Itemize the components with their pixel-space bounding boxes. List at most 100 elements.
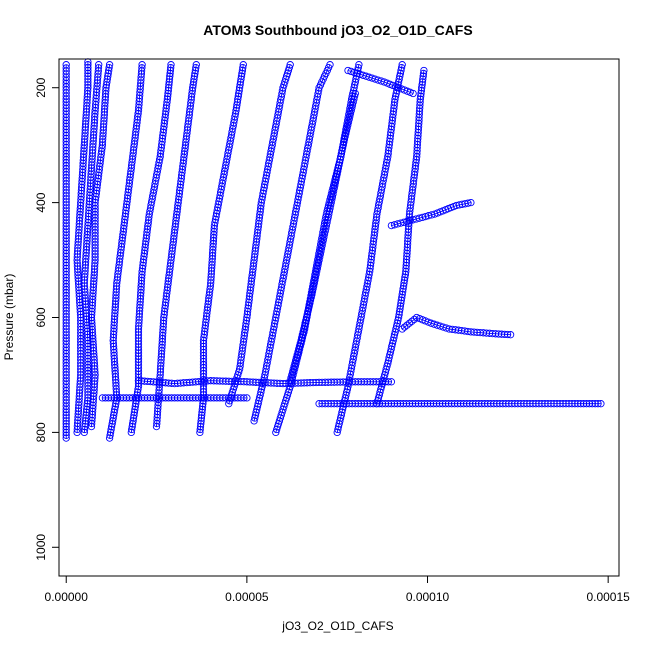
data-point [84,84,92,92]
data-point [196,422,205,431]
data-point [400,276,409,284]
data-point [336,414,345,422]
data-point [591,400,599,408]
data-point [165,75,174,83]
data-point [198,411,206,419]
data-point [192,63,200,72]
data-point [458,200,466,208]
data-point [320,230,329,238]
data-point [237,75,245,83]
data-point [393,319,401,327]
data-point [106,428,115,437]
data-point [579,400,588,408]
data-point [303,310,311,319]
data-point [401,273,409,281]
data-point [62,428,70,437]
data-point [198,405,206,414]
data-point [335,158,344,167]
data-point [111,405,119,414]
data-point [285,63,293,72]
data-point [506,331,515,339]
data-point [234,95,242,103]
y-axis: 200 400 600 800 1000 [34,77,60,561]
data-point [300,322,309,330]
data-point [321,227,329,235]
data-point [313,267,321,276]
data-point [390,333,398,342]
data-point [314,262,322,270]
data-point [164,89,172,98]
data-point [109,414,117,422]
data-point [104,69,112,78]
data-point [138,61,146,69]
data-point [192,61,200,69]
data-point [127,428,135,437]
data-point [235,84,244,92]
data-point [239,61,247,69]
data-point [317,247,325,256]
data-point [302,313,311,322]
data-point [84,75,92,83]
data-point [342,127,351,135]
data-point [418,84,426,92]
data-point [84,72,92,80]
data-point [419,72,427,80]
data-point [84,61,92,69]
data-point [391,95,399,103]
data-point [189,84,197,92]
data-point [191,69,199,78]
data-point [84,87,92,95]
data-point [286,61,294,69]
data-point [334,425,342,434]
data-point [236,78,245,86]
data-point [111,402,119,411]
data-point [109,417,117,425]
data-point [395,308,404,316]
data-point [319,239,327,247]
data-point [330,184,338,192]
data-point [326,61,334,69]
data-point [237,72,246,80]
data-point [166,66,175,75]
data-point [132,400,140,408]
data-point [62,411,70,419]
data-point [80,428,88,437]
data-point [588,400,596,408]
y-tick-label: 1000 [34,534,48,561]
data-point [163,95,172,103]
data-point [138,64,146,72]
data-point [464,199,472,207]
data-point [188,87,196,95]
data-point [585,400,594,408]
data-point [328,196,336,204]
data-point [84,69,92,78]
data-point [397,63,406,72]
data-point [399,287,407,296]
data-point [418,78,427,86]
data-point [251,414,259,422]
data-point [387,345,395,353]
data-point [102,87,110,95]
data-point [232,104,241,112]
data-point [238,69,246,78]
data-point [296,339,304,347]
data-point [84,81,92,89]
y-tick-label: 400 [34,192,48,212]
data-point [253,402,262,411]
data-point [235,86,243,95]
data-point [130,408,139,416]
data-point [403,321,411,329]
data-point [128,420,137,428]
data-point [164,86,172,95]
data-point [410,315,418,324]
data-point [418,81,426,89]
data-point [164,84,173,92]
data-point [255,397,263,405]
data-point [314,259,323,267]
data-point [503,330,512,339]
data-point [329,187,338,195]
data-point [334,422,343,431]
x-axis: 0.00000 0.00005 0.00010 0.00015 [45,575,630,604]
data-point [316,250,324,258]
data-point [388,342,396,350]
